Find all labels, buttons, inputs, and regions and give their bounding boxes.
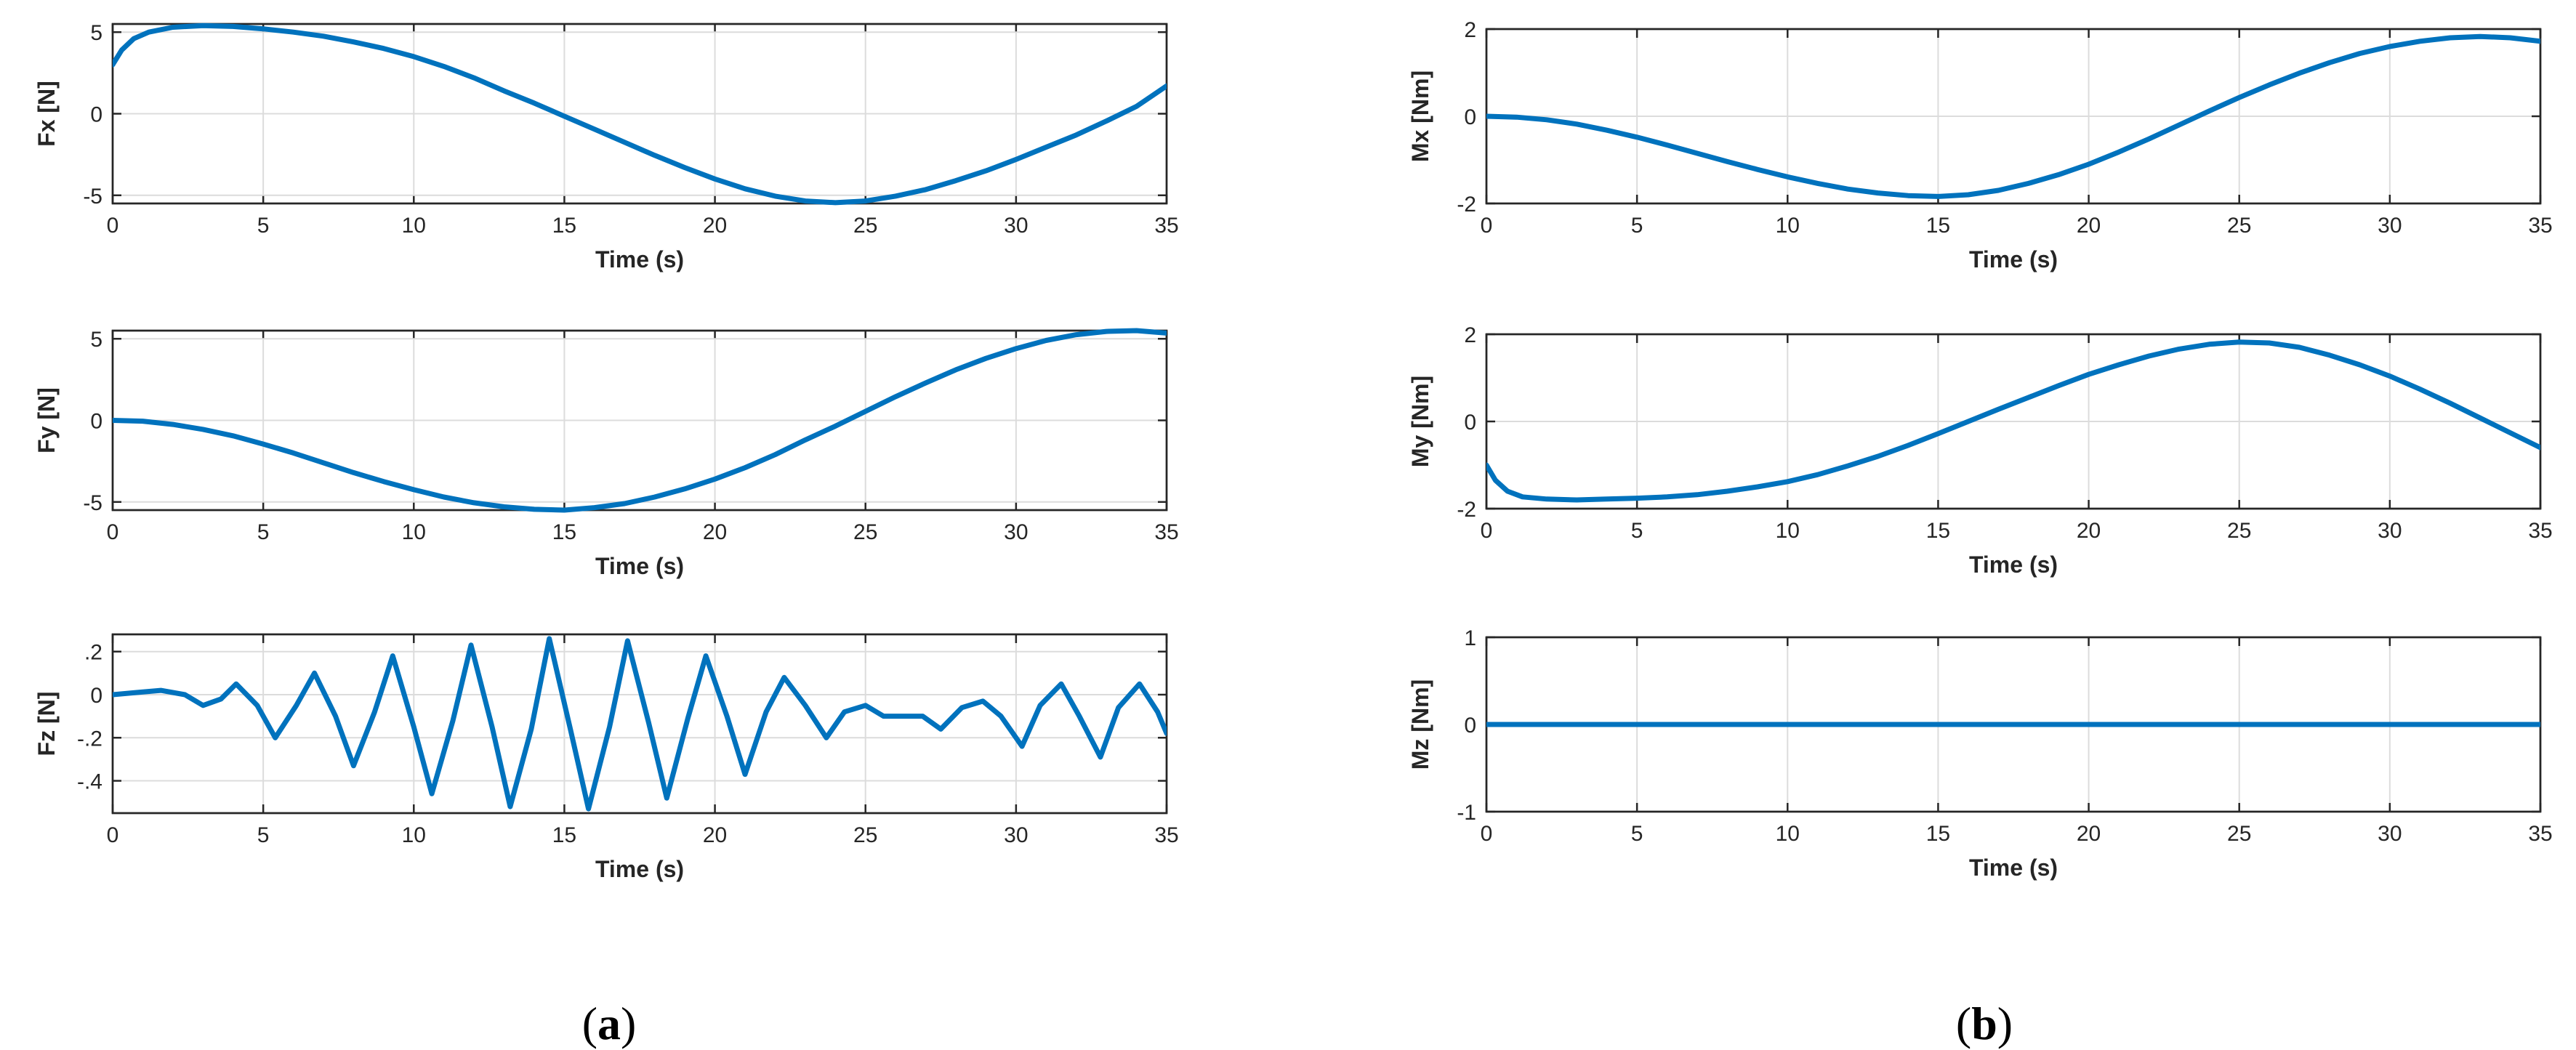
x-tick-label: 25 xyxy=(2227,214,2251,238)
plot-border-fz xyxy=(111,633,1168,815)
x-tick-label: 35 xyxy=(1154,214,1178,238)
x-tick-label: 20 xyxy=(2077,519,2101,543)
x-tick-label: 10 xyxy=(1776,214,1800,238)
x-tick-label: 20 xyxy=(2077,822,2101,846)
plot-border-my xyxy=(1485,333,2542,510)
x-tick-label: 25 xyxy=(2227,822,2251,846)
y-axis-label: Mz [Nm] xyxy=(1407,679,1433,770)
x-tick-label: 5 xyxy=(1631,519,1643,543)
x-axis-label: Time (s) xyxy=(595,553,684,579)
series-line-my xyxy=(1486,339,2540,503)
x-tick-label: 0 xyxy=(1481,519,1493,543)
y-tick-label: -5 xyxy=(83,185,102,209)
x-tick-label: 20 xyxy=(2077,214,2101,238)
series-line-fx xyxy=(113,23,1167,206)
y-tick-label: 0 xyxy=(90,410,102,434)
x-tick-label: 30 xyxy=(2378,822,2402,846)
x-tick-label: 0 xyxy=(107,214,119,238)
x-tick-label: 20 xyxy=(703,520,727,544)
y-tick-label: -2 xyxy=(1457,498,1476,522)
x-tick-label: 15 xyxy=(1926,214,1950,238)
x-tick-label: 20 xyxy=(703,823,727,847)
y-tick-label: 0 xyxy=(90,684,102,708)
x-tick-label: 10 xyxy=(402,214,426,238)
x-tick-label: 15 xyxy=(552,214,576,238)
plot-border-fx xyxy=(111,23,1168,205)
y-tick-label: -.4 xyxy=(77,770,102,794)
y-tick-label: .2 xyxy=(84,641,102,665)
x-tick-label: 20 xyxy=(703,214,727,238)
y-tick-label: 2 xyxy=(1464,18,1476,42)
x-tick-label: 5 xyxy=(257,520,270,544)
x-tick-label: 35 xyxy=(2528,519,2552,543)
y-tick-label: 5 xyxy=(90,328,102,352)
x-tick-label: 35 xyxy=(2528,214,2552,238)
x-tick-label: 30 xyxy=(1004,214,1028,238)
y-tick-label: 0 xyxy=(1464,105,1476,129)
y-tick-label: -5 xyxy=(83,491,102,515)
x-tick-label: 15 xyxy=(1926,822,1950,846)
series-line-mx xyxy=(1486,33,2540,199)
y-axis-label: Fz [N] xyxy=(33,692,60,756)
x-tick-label: 0 xyxy=(107,520,119,544)
y-axis-label: Fx [N] xyxy=(33,81,60,147)
x-tick-label: 5 xyxy=(257,823,270,847)
x-axis-label: Time (s) xyxy=(595,246,684,272)
x-tick-label: 5 xyxy=(1631,822,1643,846)
x-tick-label: 15 xyxy=(552,520,576,544)
x-tick-label: 15 xyxy=(552,823,576,847)
x-axis-label: Time (s) xyxy=(1969,246,2058,272)
y-tick-label: 0 xyxy=(1464,411,1476,435)
series-line-fz xyxy=(113,636,1167,812)
y-tick-label: -2 xyxy=(1457,193,1476,217)
y-axis-label: Mx [Nm] xyxy=(1407,70,1433,162)
x-axis-label: Time (s) xyxy=(595,856,684,882)
x-tick-label: 10 xyxy=(1776,822,1800,846)
x-tick-label: 10 xyxy=(1776,519,1800,543)
x-tick-label: 35 xyxy=(1154,520,1178,544)
y-tick-label: 0 xyxy=(1464,714,1476,738)
subplot-fz: 0 5 10 15 20 25 30 35 -.4 -.2 0 .2 Time (s) Fz [N] xyxy=(33,633,1179,882)
x-tick-label: 10 xyxy=(402,823,426,847)
y-tick-label: -.2 xyxy=(77,727,102,751)
y-tick-label: -1 xyxy=(1457,801,1476,825)
x-tick-label: 5 xyxy=(1631,214,1643,238)
y-axis-label: My [Nm] xyxy=(1407,376,1433,467)
y-axis-label: Fy [N] xyxy=(33,387,60,453)
y-tick-label: 2 xyxy=(1464,323,1476,347)
x-tick-label: 25 xyxy=(853,823,877,847)
x-tick-label: 0 xyxy=(1481,214,1493,238)
x-tick-label: 35 xyxy=(1154,823,1178,847)
x-tick-label: 15 xyxy=(1926,519,1950,543)
x-tick-label: 30 xyxy=(1004,823,1028,847)
y-tick-label: 5 xyxy=(90,21,102,45)
panel-label-b: (b) xyxy=(1956,998,2013,1049)
x-tick-label: 5 xyxy=(257,214,270,238)
x-axis-label: Time (s) xyxy=(1969,552,2058,578)
x-tick-label: 35 xyxy=(2528,822,2552,846)
x-tick-label: 30 xyxy=(1004,520,1028,544)
x-tick-label: 25 xyxy=(853,214,877,238)
x-tick-label: 25 xyxy=(2227,519,2251,543)
series-line-fy xyxy=(113,328,1167,513)
x-tick-label: 30 xyxy=(2378,519,2402,543)
x-tick-label: 10 xyxy=(402,520,426,544)
x-tick-label: 0 xyxy=(107,823,119,847)
y-tick-label: 0 xyxy=(90,103,102,127)
x-tick-label: 25 xyxy=(853,520,877,544)
x-axis-label: Time (s) xyxy=(1969,855,2058,881)
panel-label-a: (a) xyxy=(582,998,637,1049)
x-tick-label: 30 xyxy=(2378,214,2402,238)
x-tick-label: 0 xyxy=(1481,822,1493,846)
y-tick-label: 1 xyxy=(1464,626,1476,650)
